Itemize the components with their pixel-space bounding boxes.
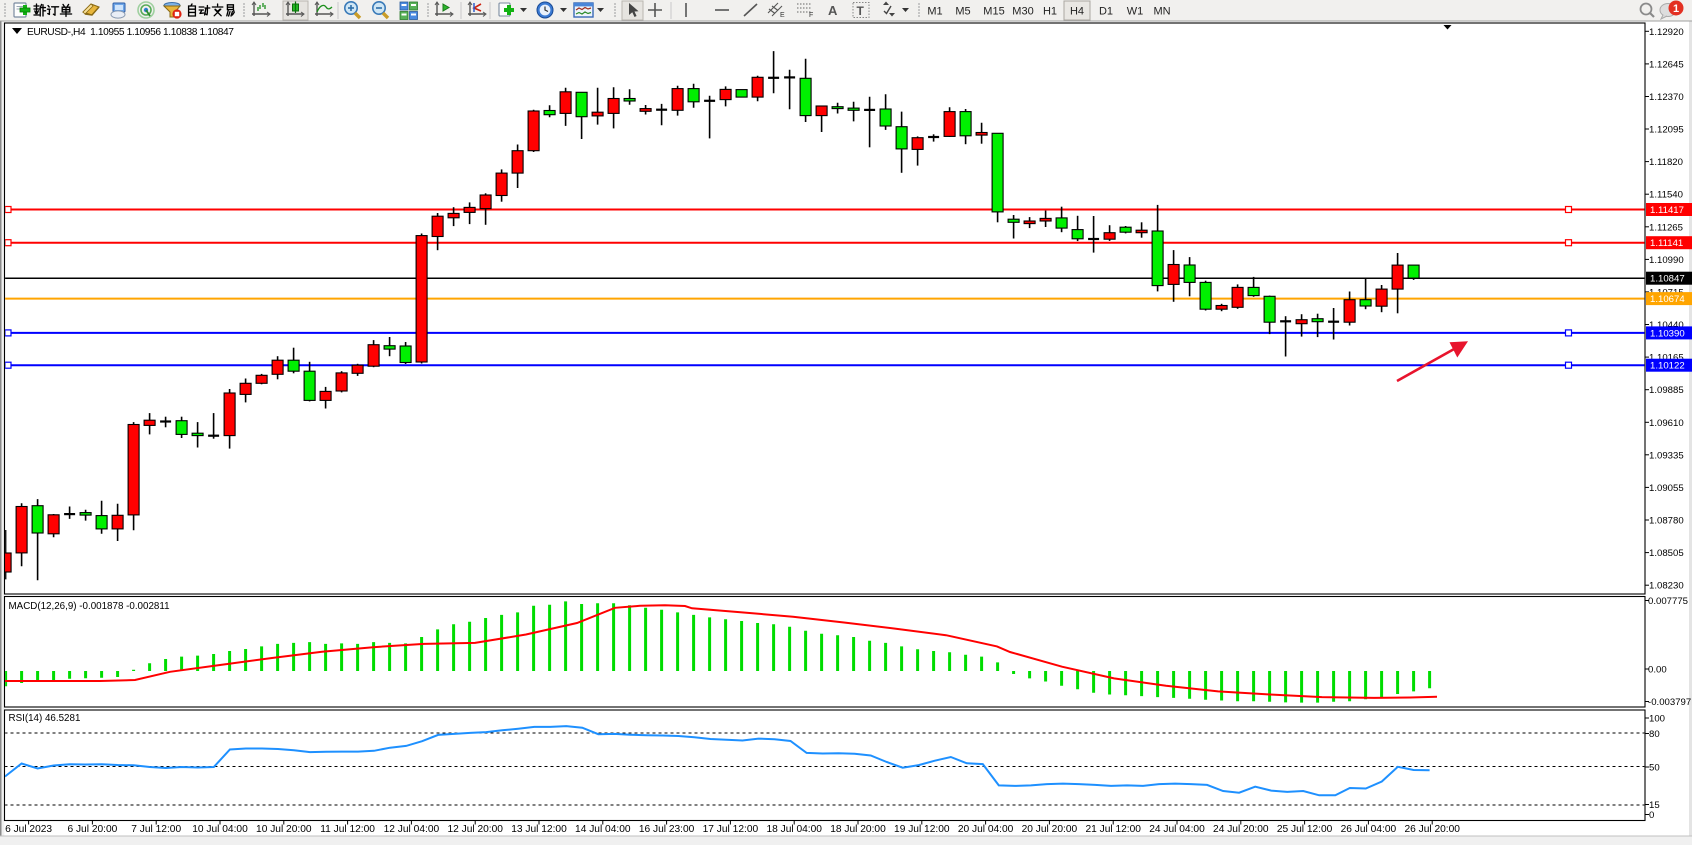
svg-text:E: E: [780, 12, 785, 19]
svg-text:1.11417: 1.11417: [1650, 205, 1684, 216]
svg-text:50: 50: [1649, 763, 1660, 774]
svg-text:16 Jul 23:00: 16 Jul 23:00: [639, 824, 695, 835]
svg-text:H1: H1: [1043, 6, 1057, 18]
svg-text:M30: M30: [1012, 6, 1033, 18]
svg-text:1.08780: 1.08780: [1649, 516, 1684, 527]
svg-text:M5: M5: [955, 6, 970, 18]
svg-text:1.12645: 1.12645: [1649, 59, 1684, 70]
svg-text:26 Jul 04:00: 26 Jul 04:00: [1341, 824, 1397, 835]
svg-text:1.10440: 1.10440: [1649, 320, 1684, 331]
svg-text:1.10165: 1.10165: [1649, 353, 1684, 364]
svg-text:0.007775: 0.007775: [1648, 596, 1688, 607]
svg-text:100: 100: [1649, 714, 1665, 725]
svg-text:1.11540: 1.11540: [1649, 190, 1683, 201]
svg-text:MACD(12,26,9) -0.001878 -0.002: MACD(12,26,9) -0.001878 -0.002811: [9, 601, 170, 612]
svg-text:7 Jul 12:00: 7 Jul 12:00: [131, 824, 181, 835]
svg-text:-0.003797: -0.003797: [1648, 697, 1691, 708]
svg-text:1.12095: 1.12095: [1649, 125, 1684, 136]
svg-text:0: 0: [1649, 810, 1654, 821]
svg-text:14 Jul 04:00: 14 Jul 04:00: [575, 824, 631, 835]
svg-text:1.08230: 1.08230: [1649, 581, 1684, 592]
svg-text:10 Jul 04:00: 10 Jul 04:00: [192, 824, 248, 835]
svg-text:10 Jul 20:00: 10 Jul 20:00: [256, 824, 312, 835]
svg-text:20 Jul 04:00: 20 Jul 04:00: [958, 824, 1014, 835]
svg-text:18 Jul 04:00: 18 Jul 04:00: [766, 824, 822, 835]
svg-text:6 Jul 2023: 6 Jul 2023: [5, 824, 52, 835]
svg-text:H4: H4: [1070, 6, 1084, 18]
svg-text:1.09055: 1.09055: [1649, 483, 1684, 494]
svg-text:25 Jul 12:00: 25 Jul 12:00: [1277, 824, 1333, 835]
svg-text:15: 15: [1649, 800, 1660, 811]
svg-text:1.11141: 1.11141: [1650, 238, 1683, 249]
svg-text:1.10847: 1.10847: [1650, 274, 1685, 285]
svg-text:T: T: [857, 4, 865, 18]
svg-text:A: A: [828, 3, 838, 18]
svg-text:26 Jul 20:00: 26 Jul 20:00: [1404, 824, 1460, 835]
svg-text:24 Jul 04:00: 24 Jul 04:00: [1149, 824, 1205, 835]
svg-text:0.00: 0.00: [1648, 665, 1667, 676]
svg-text:1.10390: 1.10390: [1650, 328, 1685, 339]
svg-text:12 Jul 04:00: 12 Jul 04:00: [384, 824, 440, 835]
svg-text:1.09885: 1.09885: [1649, 385, 1684, 396]
svg-text:MN: MN: [1153, 6, 1170, 18]
svg-text:11 Jul 12:00: 11 Jul 12:00: [320, 824, 375, 835]
svg-text:12 Jul 20:00: 12 Jul 20:00: [447, 824, 503, 835]
svg-text:1.10674: 1.10674: [1650, 294, 1685, 305]
svg-text:1.11820: 1.11820: [1649, 157, 1683, 168]
svg-text:1.10990: 1.10990: [1649, 255, 1684, 266]
svg-text:1.12370: 1.12370: [1649, 92, 1684, 103]
svg-text:1: 1: [1673, 3, 1679, 15]
svg-text:EURUSD-,H4 1.10955 1.10956 1.: EURUSD-,H4 1.10955 1.10956 1.10838 1.108…: [27, 27, 234, 38]
svg-text:13 Jul 12:00: 13 Jul 12:00: [511, 824, 567, 835]
svg-text:1.09335: 1.09335: [1649, 450, 1684, 461]
svg-text:M1: M1: [927, 6, 942, 18]
svg-text:20 Jul 20:00: 20 Jul 20:00: [1022, 824, 1078, 835]
svg-text:1.09610: 1.09610: [1649, 418, 1684, 429]
svg-text:1.08505: 1.08505: [1649, 548, 1684, 559]
svg-text:1.12920: 1.12920: [1649, 27, 1684, 38]
svg-text:1.11265: 1.11265: [1649, 222, 1683, 233]
svg-text:18 Jul 20:00: 18 Jul 20:00: [830, 824, 886, 835]
svg-text:RSI(14) 46.5281: RSI(14) 46.5281: [9, 713, 81, 724]
svg-text:17 Jul 12:00: 17 Jul 12:00: [703, 824, 759, 835]
svg-text:19 Jul 12:00: 19 Jul 12:00: [894, 824, 950, 835]
svg-text:W1: W1: [1127, 6, 1144, 18]
svg-text:1.10122: 1.10122: [1650, 361, 1685, 372]
svg-text:F: F: [809, 12, 813, 19]
svg-text:D1: D1: [1099, 6, 1113, 18]
svg-text:M15: M15: [983, 6, 1004, 18]
svg-text:24 Jul 20:00: 24 Jul 20:00: [1213, 824, 1269, 835]
svg-text:21 Jul 12:00: 21 Jul 12:00: [1085, 824, 1141, 835]
svg-text:6 Jul 20:00: 6 Jul 20:00: [67, 824, 117, 835]
svg-text:80: 80: [1649, 729, 1660, 740]
